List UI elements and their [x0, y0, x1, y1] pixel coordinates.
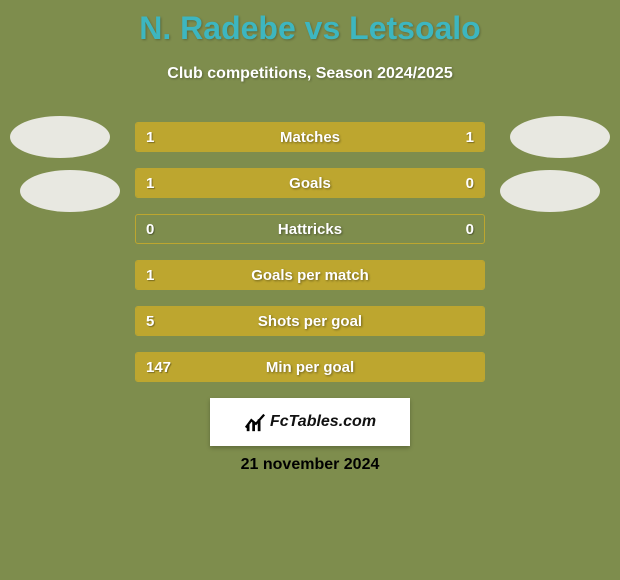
value-left: 0: [146, 215, 154, 243]
player-a-avatar-2: [20, 170, 120, 212]
value-right: 1: [466, 123, 474, 151]
value-left: 1: [146, 123, 154, 151]
player-b-avatar-2: [500, 170, 600, 212]
metric-label: Hattricks: [136, 215, 484, 243]
value-left: 1: [146, 169, 154, 197]
metric-row: 147Min per goal: [135, 352, 485, 382]
metric-row: 1Goals per match: [135, 260, 485, 290]
value-right: 0: [466, 215, 474, 243]
value-right: 0: [466, 169, 474, 197]
bar-fill-left: [136, 307, 484, 335]
value-left: 5: [146, 307, 154, 335]
bar-fill-left: [136, 169, 397, 197]
metric-row: 0 0Hattricks: [135, 214, 485, 244]
value-left: 147: [146, 353, 171, 381]
bar-fill-left: [136, 353, 484, 381]
value-left: 1: [146, 261, 154, 289]
page-title: N. Radebe vs Letsoalo: [0, 0, 620, 47]
comparison-chart: 11Matches10Goals00Hattricks1Goals per ma…: [135, 122, 485, 398]
metric-row: 5Shots per goal: [135, 306, 485, 336]
date-text: 21 november 2024: [0, 456, 620, 474]
metric-row: 11Matches: [135, 122, 485, 152]
player-a-avatar-1: [10, 116, 110, 158]
subtitle: Club competitions, Season 2024/2025: [0, 65, 620, 83]
chart-icon: [244, 411, 266, 433]
player-b-avatar-1: [510, 116, 610, 158]
bar-fill-left: [136, 261, 484, 289]
watermark-text: FcTables.com: [270, 413, 376, 431]
bar-fill-left: [136, 123, 484, 151]
watermark: FcTables.com: [210, 398, 410, 446]
metric-row: 10Goals: [135, 168, 485, 198]
